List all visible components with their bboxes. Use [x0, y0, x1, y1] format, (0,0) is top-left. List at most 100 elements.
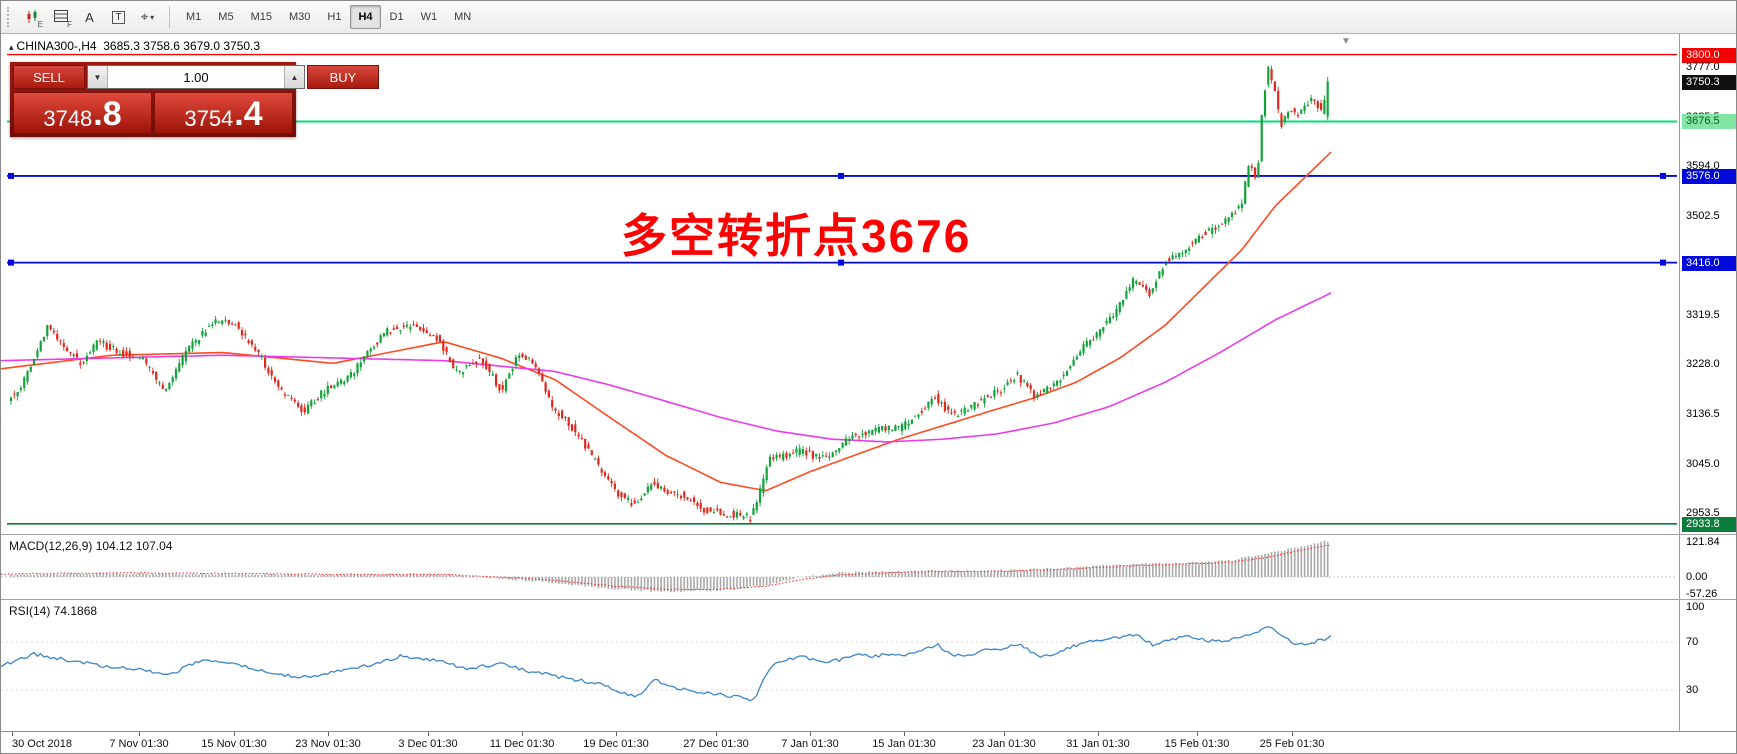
- timeframe-button-h4[interactable]: H4: [350, 5, 381, 29]
- macd-panel[interactable]: MACD(12,26,9) 104.12 107.04 121.84 0.00 -5…: [1, 534, 1736, 600]
- indicators-list-icon[interactable]: F: [47, 4, 74, 30]
- rsi-scale-label: 100: [1686, 601, 1705, 613]
- scroll-to-end-marker[interactable]: ▼: [1341, 36, 1351, 47]
- text-label-icon[interactable]: A: [76, 4, 103, 30]
- timeframe-button-m15[interactable]: M15: [250, 11, 272, 23]
- volume-decrease-button[interactable]: ▼: [88, 66, 108, 88]
- time-axis-label: 31 Jan 01:30: [1066, 738, 1130, 750]
- rsi-scale[interactable]: 100 70 30: [1679, 600, 1736, 731]
- time-axis-label: 15 Feb 01:30: [1164, 738, 1230, 750]
- timeframe-button-mn[interactable]: MN: [454, 11, 472, 23]
- price-scale[interactable]: 3800.03777.03750.33685.53676.53594.03576…: [1679, 34, 1736, 534]
- time-tick: [1197, 732, 1198, 736]
- time-axis-label: 23 Jan 01:30: [972, 738, 1036, 750]
- rsi-label: RSI(14) 74.1868: [9, 604, 98, 618]
- rsi-scale-label: 70: [1686, 636, 1699, 648]
- volume-increase-button[interactable]: ▲: [284, 66, 304, 88]
- collapse-icon[interactable]: ▴: [9, 42, 14, 52]
- time-tick: [1098, 732, 1099, 736]
- letter-a-glyph: A: [85, 9, 94, 25]
- price-scale-label: 3416.0: [1682, 256, 1736, 271]
- volume-input[interactable]: [108, 66, 284, 88]
- timeframe-button-m5[interactable]: M5: [218, 11, 234, 23]
- price-scale-label: 2933.8: [1682, 517, 1736, 532]
- crosshair-glyph: ⌖: [140, 9, 149, 24]
- price-scale-label: 3800.0: [1682, 48, 1736, 63]
- timeframe-button-group: M1 M5 M15 M30 H1 H4 D1 W1 MN: [178, 5, 479, 29]
- letter-t-glyph: T: [112, 10, 125, 24]
- chart-annotation-text[interactable]: 多空转折点3676: [621, 210, 972, 262]
- one-click-trading-panel: SELL ▼ ▲ BUY 3748 .8 3754 .4: [10, 62, 379, 137]
- buy-price-display[interactable]: 3754 .4: [154, 92, 293, 134]
- timeframe-button-d1[interactable]: D1: [389, 11, 404, 23]
- time-axis-label: 25 Feb 01:30: [1259, 738, 1325, 750]
- rsi-panel[interactable]: RSI(14) 74.1868 100 70 30: [1, 599, 1736, 732]
- price-scale-label: 3228.0: [1686, 358, 1720, 370]
- time-axis-label: 19 Dec 01:30: [583, 738, 649, 750]
- rsi-scale-label: 30: [1686, 684, 1699, 696]
- price-scale-label: 3136.5: [1686, 408, 1720, 420]
- sell-price-main: 3748: [43, 106, 93, 131]
- chart-window[interactable]: ▴ CHINA300-,H4 3685.3 3758.6 3679.0 3750.…: [1, 34, 1736, 534]
- symbol-period-label: CHINA300-,H4: [16, 39, 97, 53]
- timeframe-button-w1[interactable]: W1: [420, 11, 438, 23]
- ohlc-values: 3685.3 3758.6 3679.0 3750.3: [103, 39, 261, 53]
- dropdown-arrow-icon: ▾: [150, 12, 155, 22]
- buy-price-main: 3754: [184, 106, 234, 131]
- sell-price-pips: .8: [93, 95, 122, 134]
- time-axis-label: 3 Dec 01:30: [398, 738, 458, 750]
- time-tick: [1004, 732, 1005, 736]
- time-axis-label: 11 Dec 01:30: [489, 738, 555, 750]
- macd-scale[interactable]: 121.84 0.00 -57.26: [1679, 535, 1736, 600]
- macd-scale-label: -57.26: [1686, 588, 1718, 600]
- time-axis-label: 15 Jan 01:30: [872, 738, 936, 750]
- price-scale-label: 3319.5: [1686, 309, 1720, 321]
- buy-button[interactable]: BUY: [307, 65, 379, 89]
- time-tick: [12, 732, 13, 736]
- macd-canvas[interactable]: [1, 535, 1679, 600]
- time-tick: [1292, 732, 1293, 736]
- toolbar-separator: [169, 6, 170, 28]
- volume-group: ▼ ▲: [87, 65, 305, 89]
- icon-sub-label: E: [37, 20, 43, 29]
- timeframe-button-m1[interactable]: M1: [186, 11, 202, 23]
- timeframe-button-h1[interactable]: H1: [327, 11, 342, 23]
- time-tick: [139, 732, 140, 736]
- time-tick: [428, 732, 429, 736]
- grid-glyph: [53, 9, 68, 25]
- time-tick: [616, 732, 617, 736]
- chart-template-icon[interactable]: E: [18, 4, 45, 30]
- price-scale-label: 3576.0: [1682, 169, 1736, 184]
- icon-sub-label: F: [67, 20, 72, 29]
- ohlc-header: ▴ CHINA300-,H4 3685.3 3758.6 3679.0 3750.…: [9, 39, 260, 53]
- candlestick-glyph: [25, 10, 39, 24]
- price-scale-label: 3676.5: [1682, 114, 1736, 129]
- time-axis-label: 7 Jan 01:30: [781, 738, 839, 750]
- time-axis-label: 15 Nov 01:30: [201, 738, 267, 750]
- time-tick: [522, 732, 523, 736]
- price-scale-label: 3045.0: [1686, 458, 1720, 470]
- time-axis-label: 27 Dec 01:30: [683, 738, 749, 750]
- time-tick: [904, 732, 905, 736]
- time-tick: [716, 732, 717, 736]
- sell-button[interactable]: SELL: [13, 65, 85, 89]
- sell-price-display[interactable]: 3748 .8: [13, 92, 152, 134]
- timeframe-button-m30[interactable]: M30: [288, 11, 311, 23]
- buy-price-pips: .4: [234, 95, 263, 134]
- time-tick: [810, 732, 811, 736]
- toolbar-grip[interactable]: [7, 7, 12, 27]
- time-axis-label: 30 Oct 2018: [12, 738, 72, 750]
- price-scale-label: 2953.5: [1686, 507, 1720, 519]
- rsi-canvas[interactable]: [1, 600, 1679, 732]
- time-axis-label: 23 Nov 01:30: [295, 738, 361, 750]
- macd-label: MACD(12,26,9) 104.12 107.04: [9, 539, 173, 553]
- time-axis-label: 7 Nov 01:30: [109, 738, 169, 750]
- time-tick: [234, 732, 235, 736]
- crosshair-tool-icon[interactable]: ⌖ ▾: [134, 4, 161, 30]
- time-axis[interactable]: 30 Oct 2018 7 Nov 01:30 15 Nov 01:30 23 Nov…: [1, 731, 1736, 753]
- price-scale-label: 3502.5: [1686, 210, 1720, 222]
- text-frame-icon[interactable]: T: [105, 4, 132, 30]
- macd-scale-label: 121.84: [1686, 536, 1720, 548]
- time-tick: [328, 732, 329, 736]
